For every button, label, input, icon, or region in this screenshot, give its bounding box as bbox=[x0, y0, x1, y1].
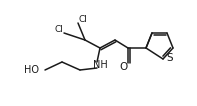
Text: O: O bbox=[120, 62, 128, 72]
Text: Cl: Cl bbox=[79, 15, 87, 24]
Text: Cl: Cl bbox=[55, 26, 63, 34]
Text: S: S bbox=[167, 53, 173, 63]
Text: NH: NH bbox=[93, 60, 107, 70]
Text: HO: HO bbox=[24, 65, 39, 75]
